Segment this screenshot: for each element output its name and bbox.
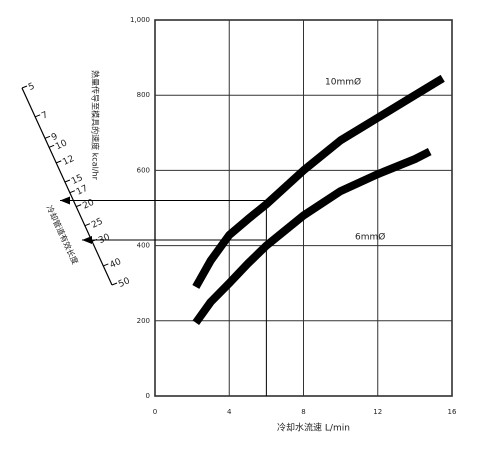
y-tick-label: 800 [137,91,150,99]
guide-arrow [82,235,92,244]
scale-tick [103,263,109,267]
y-axis-label: 熱量传导至模具的速度 kcal/hr [91,70,101,180]
scale-tick-label: 20 [81,198,96,212]
series-label: 6mmØ [355,232,385,243]
series-line [192,148,432,326]
scale-tick [75,204,82,208]
y-tick-label: 0 [146,392,150,400]
scale-tick-label: 25 [90,217,105,231]
series-line [192,74,445,289]
scale-tick [44,135,51,139]
x-tick-label: 8 [301,408,305,416]
y-tick-label: 400 [137,242,150,250]
guide-arrow [60,196,70,205]
scale-tick [34,114,41,118]
scale-tick-label: 10 [54,138,69,152]
scale-tick-label: 40 [108,257,123,271]
scale-label: 冷却管道有效长度 [44,204,80,266]
scale-tick-label: 7 [40,110,49,121]
x-tick-label: 4 [227,408,232,416]
scale-tick-label: 30 [97,232,112,246]
scale-tick [69,190,76,194]
scale-tick-label: 17 [75,184,90,198]
x-tick-label: 0 [153,408,157,416]
scale-tick-label: 50 [117,276,132,290]
scale-axis [21,87,113,286]
scale-tick [21,85,28,89]
scale-tick [64,179,71,183]
scale-tick [56,160,62,164]
scale-tick [84,223,91,227]
scale-tick-label: 5 [27,81,36,92]
y-tick-label: 600 [137,166,150,174]
scale-tick [111,282,118,286]
x-axis-label: 冷却水流速 L/min [277,422,350,434]
x-tick-label: 16 [448,408,457,416]
series-label: 10mmØ [325,77,361,88]
scale-tick-label: 12 [61,154,76,168]
scale-tick [48,144,55,148]
x-tick-label: 12 [373,408,382,416]
y-tick-label: 1,000 [130,16,150,24]
y-tick-label: 200 [137,317,150,325]
scale-tick-label: 9 [50,132,60,144]
scale-tick-label: 15 [70,173,85,187]
